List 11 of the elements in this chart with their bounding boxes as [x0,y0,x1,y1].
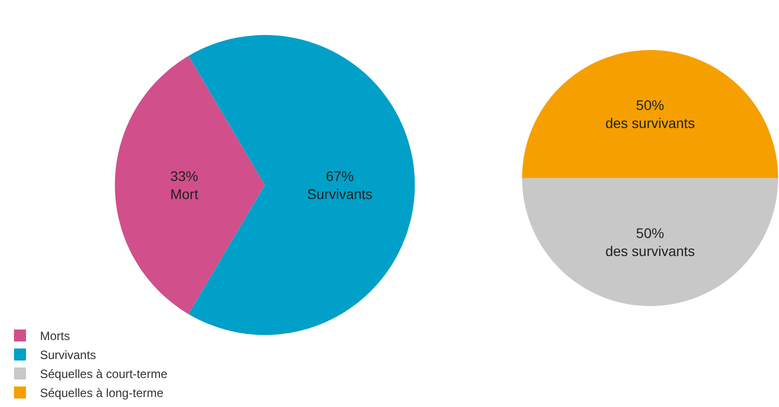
data-label: 33% Mort [170,168,198,202]
pie-slice [522,50,778,178]
legend-label: Séquelles à court-terme [40,367,168,382]
pie-slice [114,56,265,314]
legend-label: Séquelles à long-terme [40,386,164,400]
legend-label: Morts [40,329,70,344]
data-label: 67% Survivants [307,168,373,202]
data-label: 50% des survivants [605,224,695,260]
pie-slice [522,178,778,306]
data-label: 50% des survivants [605,96,695,132]
legend-label: Survivants [40,348,96,362]
